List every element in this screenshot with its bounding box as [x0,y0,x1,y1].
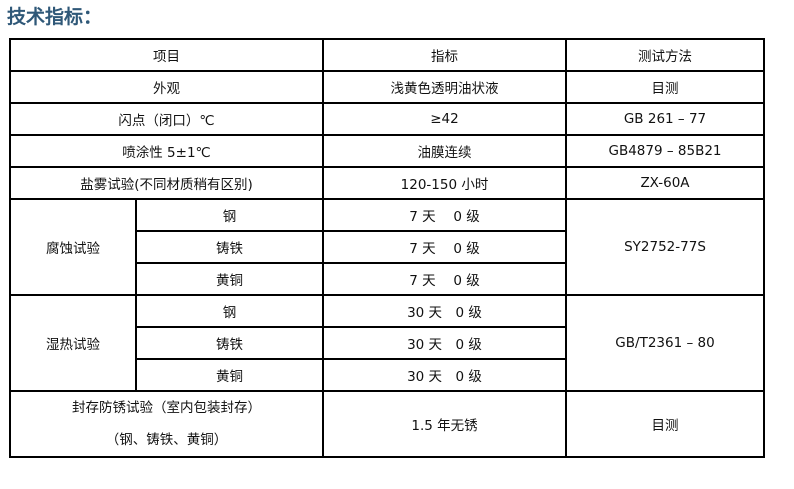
header-item: 项目 [9,38,324,72]
sub-spec: 7 天 0 级 [322,262,567,296]
sub-item: 钢 [135,294,324,328]
table-row: 闪点（闭口）℃ ≥42 GB 261 – 77 [9,102,765,136]
row-spec: 油膜连续 [322,134,567,168]
table-row: 铸铁 30 天 0 级 [10,326,764,360]
table-row: 封存防锈试验（室内包装封存） （钢、铸铁、黄铜） 1.5 年无锈 目测 [9,390,765,458]
header-spec: 指标 [322,38,567,72]
table-row: 喷涂性 5±1℃ 油膜连续 GB4879 – 85B21 [9,134,765,168]
group-method: GB/T2361 – 80 [565,294,765,392]
table-header-row: 项目 指标 测试方法 [9,38,765,72]
group-item: 腐蚀试验 [9,198,137,296]
final-spec: 1.5 年无锈 [322,390,567,458]
sub-spec: 7 天 0 级 [322,198,567,232]
header-method: 测试方法 [565,38,765,72]
sub-item: 钢 [135,198,324,232]
final-item: 封存防锈试验（室内包装封存） （钢、铸铁、黄铜） [9,390,324,458]
table-row: 外观 浅黄色透明油状液 目测 [9,70,765,104]
table-row: 盐雾试验(不同材质稍有区别) 120-150 小时 ZX-60A [9,166,765,200]
final-item-line1: 封存防锈试验（室内包装封存） [72,400,261,416]
table-row: 黄铜 7 天 0 级 [10,262,764,296]
row-item: 闪点（闭口）℃ [9,102,324,136]
sub-spec: 7 天 0 级 [322,230,567,264]
sub-item: 铸铁 [135,326,324,360]
sub-spec: 30 天 0 级 [322,294,567,328]
row-item: 盐雾试验(不同材质稍有区别) [9,166,324,200]
row-item: 喷涂性 5±1℃ [9,134,324,168]
sub-item: 黄铜 [135,262,324,296]
group-method: SY2752-77S [565,198,765,296]
table-row: 铸铁 7 天 0 级 [10,230,764,264]
row-spec: 浅黄色透明油状液 [322,70,567,104]
sub-item: 黄铜 [135,358,324,392]
sub-spec: 30 天 0 级 [322,326,567,360]
row-method: 目测 [565,70,765,104]
table-row: 黄铜 30 天 0 级 [10,358,764,392]
table-row: 腐蚀试验钢 7 天 0 级 SY2752-77S [9,198,765,296]
final-method: 目测 [565,390,765,458]
row-spec: 120-150 小时 [322,166,567,200]
spec-table: 项目 指标 测试方法 外观 浅黄色透明油状液 目测 闪点（闭口）℃ ≥42 GB 261… [9,38,765,458]
row-method: GB4879 – 85B21 [565,134,765,168]
table-row: 湿热试验钢 30 天 0 级 GB/T2361 – 80 [9,294,765,392]
final-item-line2: （钢、铸铁、黄铜） [105,432,228,448]
row-spec: ≥42 [322,102,567,136]
group-item: 湿热试验 [9,294,137,392]
row-method: GB 261 – 77 [565,102,765,136]
row-method: ZX-60A [565,166,765,200]
sub-item: 铸铁 [135,230,324,264]
row-item: 外观 [9,70,324,104]
sub-spec: 30 天 0 级 [322,358,567,392]
section-title: 技术指标： [7,6,103,28]
